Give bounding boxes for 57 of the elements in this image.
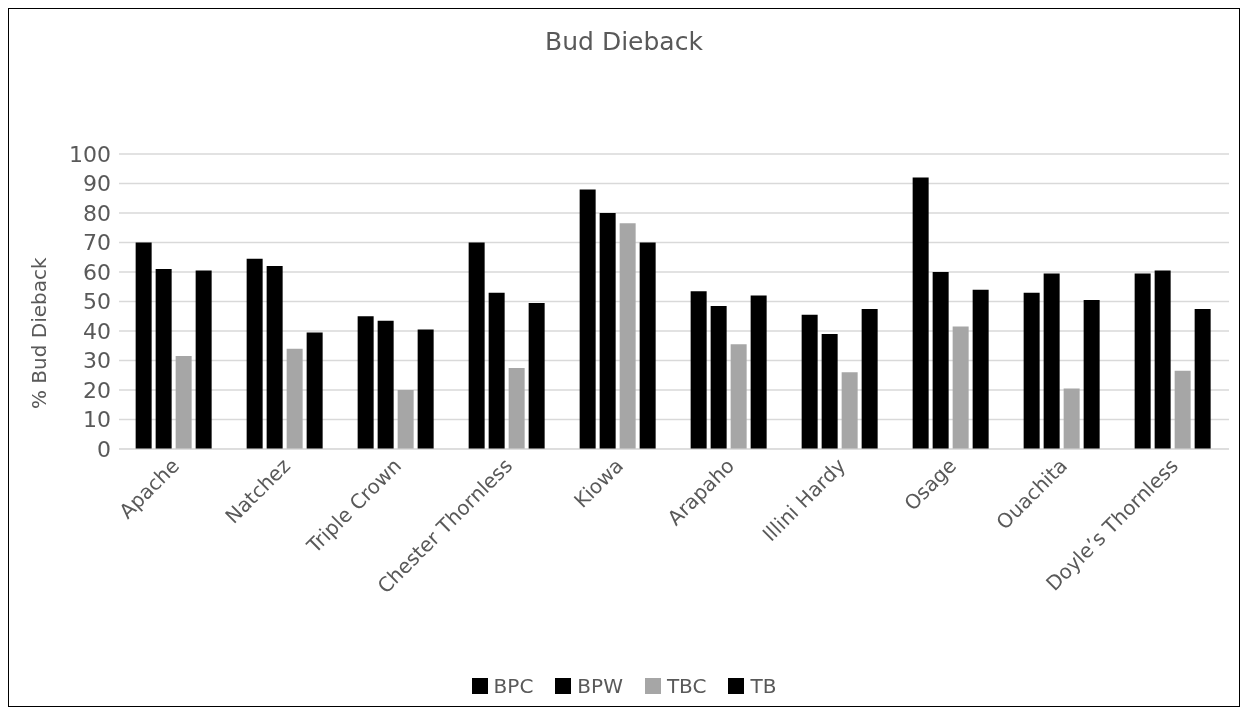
- chart-title: Bud Dieback: [544, 27, 704, 56]
- bar: [175, 356, 192, 449]
- bar: [195, 270, 212, 449]
- bar: [1174, 370, 1191, 449]
- bar: [821, 333, 838, 449]
- y-tick-label: 90: [83, 171, 111, 197]
- bar: [1023, 292, 1040, 449]
- legend-label: TBC: [665, 674, 707, 698]
- bar: [1154, 270, 1171, 449]
- bar: [619, 223, 636, 449]
- bar: [357, 316, 374, 449]
- bar: [397, 390, 414, 449]
- bar: [135, 242, 152, 449]
- bar: [841, 372, 858, 449]
- bar: [861, 308, 878, 449]
- bar: [246, 258, 263, 449]
- bar: [286, 348, 303, 449]
- bar: [932, 272, 949, 449]
- legend-label: BPC: [492, 674, 534, 698]
- bar: [528, 302, 545, 449]
- bar: [710, 305, 727, 449]
- bar: [750, 295, 767, 449]
- y-tick-label: 100: [69, 141, 111, 167]
- y-tick-label: 80: [83, 200, 111, 226]
- bar: [912, 177, 929, 449]
- bar: [377, 320, 394, 449]
- bar: [1194, 308, 1211, 449]
- bar: [690, 291, 707, 449]
- bar: [639, 242, 656, 449]
- legend-label: BPW: [576, 674, 623, 698]
- bar: [599, 213, 616, 449]
- y-tick-label: 60: [83, 259, 111, 285]
- y-tick-label: 50: [83, 289, 111, 315]
- bar: [579, 189, 596, 449]
- bar: [488, 292, 505, 449]
- bar: [952, 326, 969, 449]
- bar: [972, 289, 989, 449]
- bar: [1043, 273, 1060, 449]
- bar: [306, 332, 323, 449]
- bar: [801, 314, 818, 449]
- bar: [730, 344, 747, 449]
- y-tick-label: 70: [83, 230, 111, 256]
- bar: [508, 367, 525, 449]
- bar: [417, 329, 434, 449]
- bar: [1083, 300, 1100, 449]
- bar: [468, 242, 485, 449]
- bar: [155, 269, 172, 449]
- y-tick-label: 0: [97, 436, 111, 462]
- bar: [266, 266, 283, 449]
- y-tick-label: 30: [83, 348, 111, 374]
- y-axis-title: % Bud Dieback: [27, 257, 51, 409]
- y-tick-label: 20: [83, 377, 111, 403]
- bar: [1063, 388, 1080, 449]
- legend-label: TB: [749, 674, 777, 698]
- y-tick-label: 10: [83, 407, 111, 433]
- bar: [1134, 273, 1151, 449]
- y-tick-label: 40: [83, 318, 111, 344]
